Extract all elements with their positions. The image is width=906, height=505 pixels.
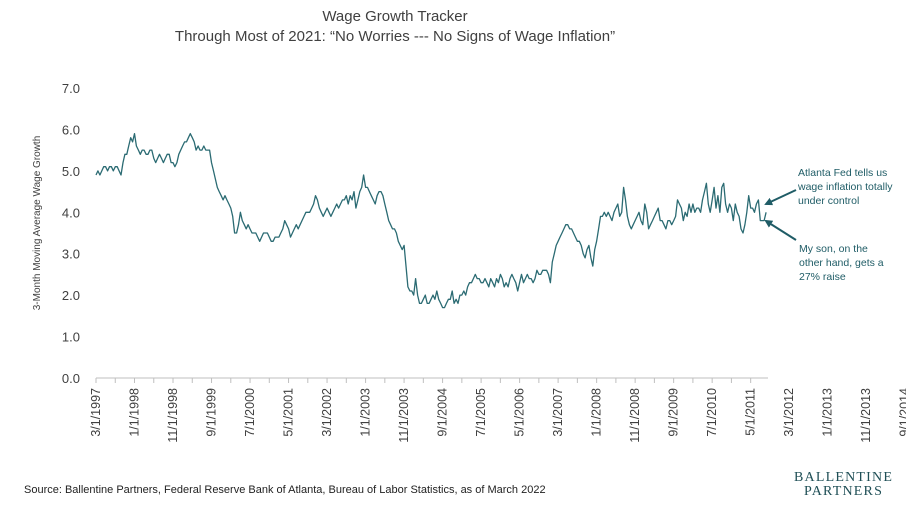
y-tick-label: 3.0 (62, 247, 80, 262)
annotation-arrow-fed (764, 189, 797, 206)
x-tick-label: 3/1/2007 (551, 388, 565, 437)
x-tick-label: 7/1/2000 (243, 388, 257, 437)
x-tick-label: 5/1/2006 (513, 388, 527, 437)
y-tick-label: 7.0 (62, 81, 80, 96)
ballentine-partners-logo: BALLENTINE PARTNERS (794, 471, 893, 499)
x-tick-label: 5/1/2011 (744, 388, 758, 436)
y-tick-label: 0.0 (62, 371, 80, 386)
x-tick-label: 7/1/2005 (474, 388, 488, 437)
x-tick-label: 1/1/2008 (590, 388, 604, 437)
logo-line-1: BALLENTINE (794, 470, 894, 485)
x-tick-label: 3/1/2012 (782, 388, 796, 437)
x-tick-label: 1/1/2003 (359, 388, 373, 437)
x-tick-label: 11/1/1998 (166, 388, 180, 443)
y-tick-label: 1.0 (62, 330, 80, 345)
y-tick-label: 2.0 (62, 288, 80, 303)
x-tick-label: 9/1/2004 (436, 388, 450, 437)
series-wage-growth (95, 132, 767, 309)
x-tick-label: 11/1/2003 (397, 388, 411, 443)
x-tick-label: 1/1/1998 (128, 388, 142, 437)
chart-subtitle: Through Most of 2021: “No Worries --- No… (174, 28, 616, 45)
wage-growth-chart: 0.0 1.0 2.0 3.0 4.0 5.0 6.0 7.0 3/1/1997 1/1/199… (32, 81, 906, 443)
x-tick-label: 5/1/2001 (282, 388, 296, 437)
x-tick-label: 9/1/2009 (667, 388, 681, 437)
x-tick-label: 9/1/1999 (205, 388, 219, 437)
x-tick-label: 1/1/2013 (821, 388, 835, 437)
x-axis: 3/1/1997 1/1/1998 11/1/1998 9/1/1999 7/1/200… (89, 377, 906, 443)
x-tick-label: 9/1/2014 (898, 388, 906, 437)
y-axis: 0.0 1.0 2.0 3.0 4.0 5.0 6.0 7.0 (62, 81, 80, 386)
y-tick-label: 5.0 (62, 164, 80, 179)
y-axis-label: 3-Month Moving Average Wage Growth (32, 136, 43, 311)
x-tick-label: 11/1/2013 (859, 388, 873, 443)
x-tick-label: 11/1/2008 (628, 388, 642, 443)
annotation-arrow-son (764, 219, 797, 241)
y-tick-label: 4.0 (62, 205, 80, 220)
chart-title: Wage Growth Tracker (322, 8, 468, 25)
series-line (95, 132, 767, 309)
x-tick-label: 3/1/2002 (320, 388, 334, 437)
source-note: Source: Ballentine Partners, Federal Res… (24, 484, 546, 496)
logo-line-2: PARTNERS (804, 484, 884, 499)
x-tick-label: 7/1/2010 (705, 388, 719, 437)
annotation-fed: Atlanta Fed tells us wage inflation tota… (798, 167, 893, 207)
annotation-son: My son, on the other hand, gets a 27% ra… (799, 243, 884, 283)
x-tick-label: 3/1/1997 (89, 388, 103, 437)
y-tick-label: 6.0 (62, 122, 80, 137)
